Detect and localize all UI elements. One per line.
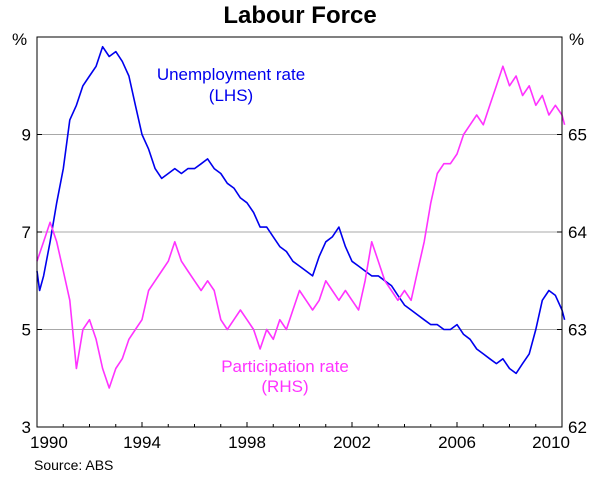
chart-title: Labour Force <box>223 2 377 29</box>
axis-ticks: 3 5 7 9 62 63 64 65 1990 1994 1998 2002 2006 2010 <box>22 126 587 453</box>
y-right-tick-label: 62 <box>568 418 587 437</box>
series-annotation: (LHS) <box>209 86 253 105</box>
y-left-tick-label: 3 <box>22 418 31 437</box>
source-note: Source: ABS <box>34 457 114 473</box>
y-left-tick-label: 7 <box>22 223 31 242</box>
series-annotation: Participation rate <box>221 357 349 376</box>
x-tick-label: 1994 <box>123 433 161 452</box>
participation-rate-line <box>36 65 566 389</box>
x-tick-label: 2010 <box>532 433 570 452</box>
series-annotation: Unemployment rate <box>157 65 305 84</box>
y-right-tick-label: 63 <box>568 321 587 340</box>
y-right-tick-label: 64 <box>568 223 587 242</box>
x-tick-label: 2002 <box>333 433 371 452</box>
series-lines <box>36 45 566 389</box>
x-tick-label: 1990 <box>30 433 68 452</box>
right-axis-unit: % <box>569 30 585 49</box>
series-annotation: (RHS) <box>261 377 308 396</box>
x-tick-label: 2006 <box>438 433 476 452</box>
unemployment-rate-line <box>36 45 566 375</box>
left-axis-unit: % <box>12 30 28 49</box>
y-left-tick-label: 5 <box>22 321 31 340</box>
y-right-tick-label: 65 <box>568 126 587 145</box>
gridlines <box>37 134 562 330</box>
y-left-tick-label: 9 <box>22 126 31 145</box>
x-tick-label: 1998 <box>228 433 266 452</box>
series-annotations: Unemployment rate (LHS) Participation rate… <box>157 65 349 396</box>
